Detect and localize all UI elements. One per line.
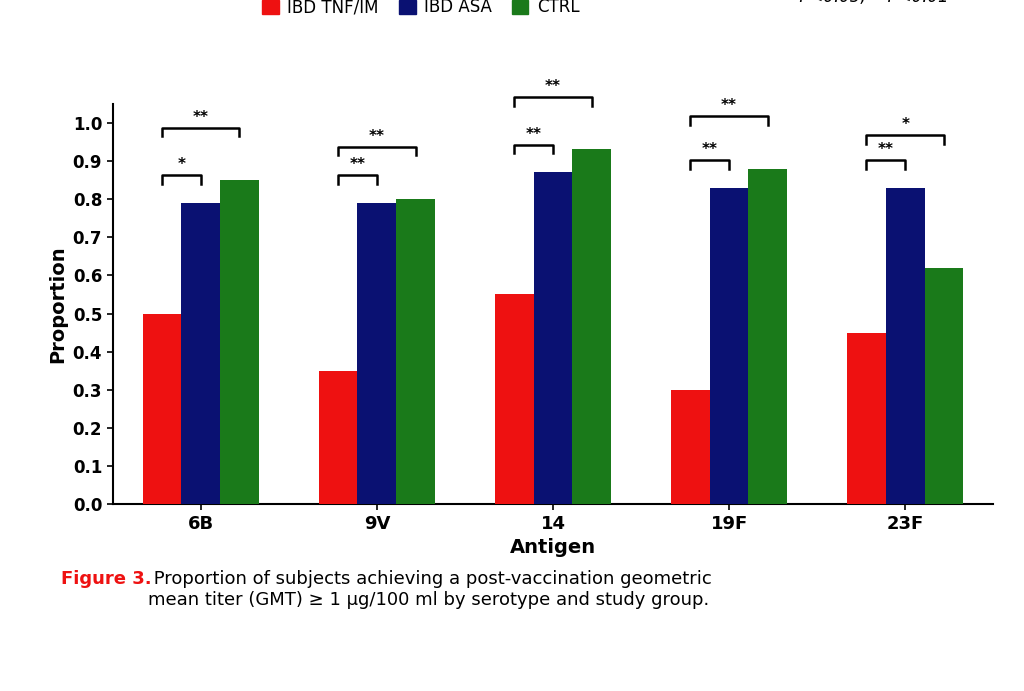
Text: **: ** <box>721 98 737 113</box>
Bar <box>671 390 710 504</box>
Text: **: ** <box>525 127 542 142</box>
Legend: IBD TNF/IM, IBD ASA, CTRL: IBD TNF/IM, IBD ASA, CTRL <box>256 0 586 23</box>
Y-axis label: Proportion: Proportion <box>48 245 68 363</box>
Text: **: ** <box>701 142 718 157</box>
Text: **: ** <box>878 142 894 157</box>
Bar <box>142 314 181 504</box>
Text: *P<0.05, **P<0.01: *P<0.05, **P<0.01 <box>791 0 948 6</box>
Bar <box>181 203 220 504</box>
Text: **: ** <box>545 79 561 94</box>
X-axis label: Antigen: Antigen <box>510 538 596 558</box>
Bar <box>396 199 435 504</box>
Text: *: * <box>901 117 909 132</box>
Bar <box>572 149 611 504</box>
Bar <box>925 268 964 504</box>
Bar <box>886 188 925 504</box>
Text: **: ** <box>349 158 366 172</box>
Text: Proportion of subjects achieving a post-vaccination geometric
mean titer (GMT) ≥: Proportion of subjects achieving a post-… <box>148 570 713 609</box>
Bar <box>495 294 534 504</box>
Bar <box>220 180 259 504</box>
Text: **: ** <box>369 129 385 144</box>
Bar <box>710 188 749 504</box>
Text: Figure 3.: Figure 3. <box>61 570 153 588</box>
Bar <box>847 332 886 504</box>
Bar <box>534 172 572 504</box>
Bar <box>318 371 357 504</box>
Text: *: * <box>177 158 185 172</box>
Text: **: ** <box>193 110 209 124</box>
Bar <box>357 203 396 504</box>
Bar <box>749 169 787 504</box>
